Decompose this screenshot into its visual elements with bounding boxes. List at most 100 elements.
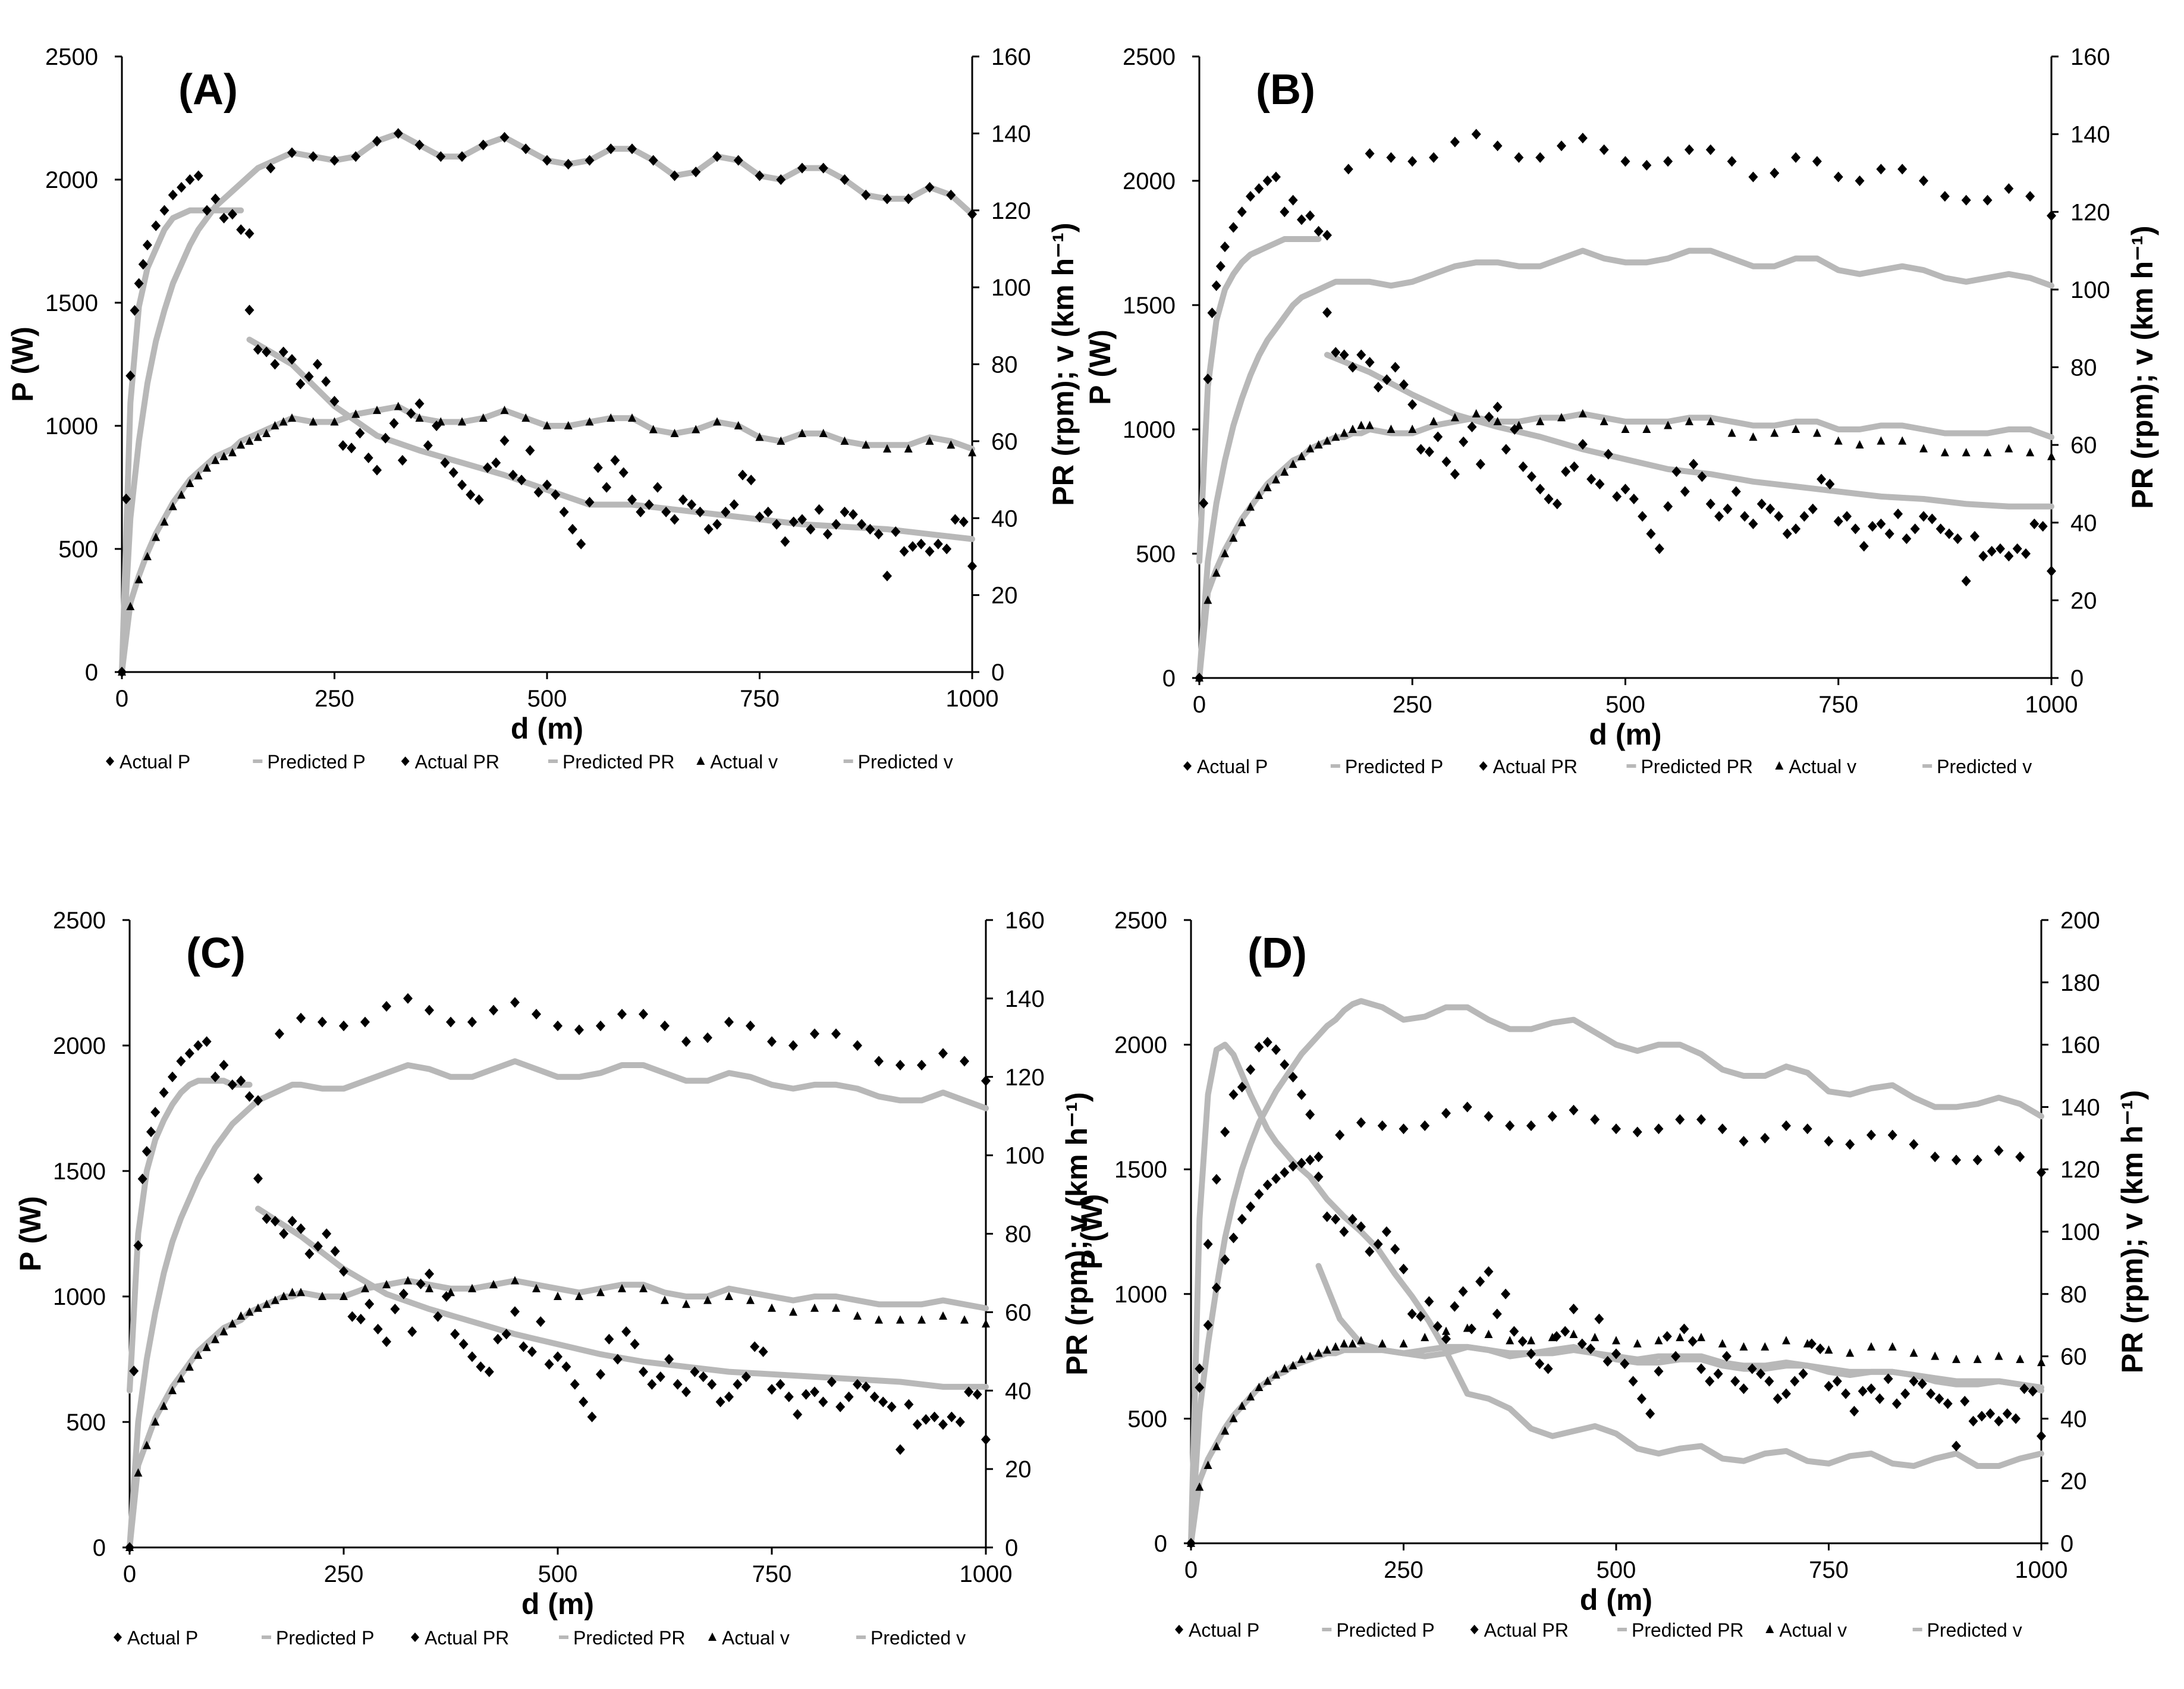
data-point	[874, 1056, 884, 1067]
data-point	[329, 155, 340, 166]
legend-marker	[106, 756, 114, 766]
data-point	[750, 1341, 760, 1352]
legend-label: Actual P	[1189, 1619, 1259, 1641]
data-point	[1646, 528, 1656, 539]
legend-item: Actual P	[1183, 756, 1268, 777]
y-tick-label: 2500	[1114, 908, 1167, 934]
x-tick-label: 0	[1193, 692, 1206, 718]
data-point	[1220, 1254, 1230, 1266]
data-point	[1612, 491, 1622, 502]
data-point	[925, 546, 935, 557]
legend-label: Predicted P	[267, 751, 365, 773]
data-point	[1569, 1104, 1579, 1116]
data-point	[1781, 1120, 1791, 1131]
y2-tick-label: 120	[2070, 199, 2110, 225]
data-point	[947, 1411, 957, 1423]
data-point	[1459, 436, 1469, 447]
data-point	[1749, 432, 1758, 441]
data-point	[1577, 439, 1588, 450]
data-point	[1203, 595, 1212, 604]
data-point	[822, 529, 832, 540]
data-point	[746, 475, 756, 486]
data-point	[1339, 1226, 1349, 1237]
data-point	[446, 1016, 455, 1028]
data-point	[1254, 183, 1264, 194]
data-point	[1378, 1339, 1387, 1348]
data-point	[1832, 1376, 1842, 1387]
data-point	[447, 1288, 455, 1296]
legend-item: Actual v	[1775, 756, 1856, 777]
data-point	[784, 1391, 794, 1402]
series-predicted-pr-2-	[119, 130, 975, 675]
data-point	[715, 1396, 725, 1408]
data-point	[1909, 1376, 1919, 1387]
data-point	[404, 1276, 412, 1285]
data-point	[347, 1311, 357, 1322]
data-point	[1855, 440, 1864, 449]
data-point	[942, 544, 952, 554]
data-point	[1696, 1363, 1706, 1374]
data-point	[1611, 1123, 1621, 1135]
chart-panel-d: 0 250 500 750 100005001000150020002500020406…	[1075, 908, 2149, 1641]
data-point	[2038, 521, 2048, 532]
data-point	[767, 1036, 777, 1047]
data-point	[707, 1379, 717, 1390]
data-point	[304, 1248, 315, 1260]
data-point	[262, 346, 272, 357]
data-point	[542, 479, 552, 491]
data-point	[981, 1434, 991, 1445]
data-point	[279, 1292, 288, 1300]
data-point	[210, 193, 221, 205]
data-point	[1220, 549, 1229, 557]
data-point	[1246, 1392, 1255, 1401]
data-point	[457, 479, 467, 491]
y2-tick-label: 160	[991, 44, 1031, 70]
data-point	[1399, 1339, 1408, 1348]
data-point	[587, 1411, 597, 1423]
data-point	[262, 1299, 271, 1308]
data-point	[253, 432, 262, 441]
data-point	[553, 1351, 563, 1362]
data-point	[818, 162, 828, 174]
data-point	[1492, 140, 1503, 152]
data-point	[1526, 1120, 1536, 1131]
data-point	[862, 440, 871, 449]
data-point	[360, 1016, 370, 1028]
legend-label: Predicted P	[276, 1627, 374, 1649]
data-point	[1599, 416, 1608, 425]
data-point	[1893, 508, 1903, 520]
data-point	[525, 445, 535, 456]
data-point	[423, 440, 433, 451]
data-point	[227, 1079, 237, 1090]
data-point	[296, 1223, 306, 1235]
data-point	[729, 499, 739, 510]
legend-label: Predicted v	[871, 1627, 966, 1649]
legend-label: Actual P	[120, 751, 190, 773]
y2-axis-title: PR (rpm); v (km h⁻¹)	[2116, 1090, 2149, 1373]
y2-tick-label: 120	[1005, 1065, 1045, 1091]
data-point	[1297, 451, 1306, 460]
data-point	[1642, 425, 1651, 433]
y-tick-label: 0	[85, 660, 98, 686]
data-point	[372, 464, 382, 476]
data-point	[466, 489, 476, 500]
data-point	[1552, 498, 1562, 510]
data-point	[960, 1315, 969, 1324]
data-point	[788, 1040, 798, 1051]
data-point	[159, 1401, 168, 1410]
data-point	[542, 155, 552, 166]
data-point	[713, 417, 721, 426]
data-point	[1705, 144, 1715, 155]
series-line	[1196, 247, 2054, 681]
data-point	[576, 538, 586, 550]
data-point	[1280, 1167, 1290, 1178]
data-point	[1472, 409, 1481, 417]
data-point	[946, 189, 956, 200]
data-point	[508, 469, 518, 481]
series-actual-pr	[125, 993, 991, 1553]
panel-label: (C)	[186, 930, 246, 977]
data-point	[604, 1333, 614, 1345]
data-point	[275, 1028, 284, 1040]
data-point	[2016, 1354, 2025, 1363]
legend: Actual P Predicted P Actual PR Predicted PR…	[106, 751, 953, 773]
